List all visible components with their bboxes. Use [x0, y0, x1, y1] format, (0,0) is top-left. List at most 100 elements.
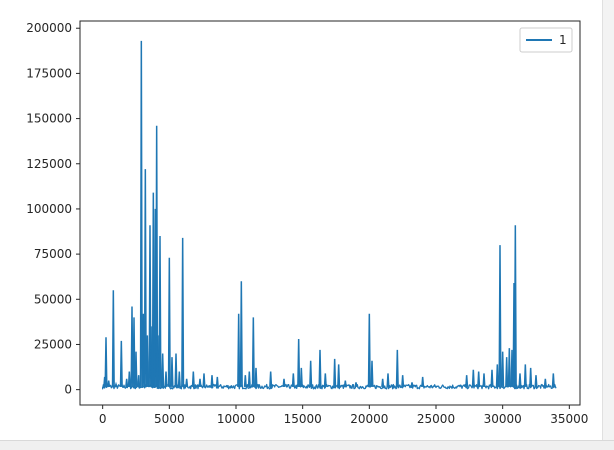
series-spike [507, 348, 511, 387]
series-spike [158, 236, 162, 387]
series-spike [510, 349, 514, 387]
series-spike [202, 373, 206, 387]
series-spike [191, 371, 195, 387]
series-spike [401, 375, 405, 387]
series-spike [247, 371, 251, 387]
series-spike [139, 40, 143, 387]
series-spike [145, 335, 149, 387]
series-spike [104, 337, 108, 387]
series-spike [471, 369, 475, 387]
series-spike [251, 317, 255, 387]
x-axis: 0 5000 10000 15000 20000 25000 30000 35000 [99, 405, 588, 426]
plot-area [80, 21, 580, 405]
y-tick-label: 150000 [26, 112, 72, 126]
plot-frame [79, 20, 581, 406]
series-spike [167, 257, 171, 387]
series-spike [482, 373, 486, 387]
series-layer [102, 40, 557, 390]
series-spike [337, 364, 341, 387]
series-spike [198, 378, 202, 388]
y-tick-label: 0 [64, 383, 72, 397]
window-edge [602, 0, 614, 440]
series-spike [156, 335, 160, 387]
series-spike [318, 349, 322, 387]
series-spike [282, 378, 286, 388]
series-spike [291, 373, 295, 387]
x-tick-label: 35000 [550, 412, 588, 426]
series-spike [381, 378, 385, 388]
y-tick-label: 25000 [34, 337, 72, 351]
series-spike [170, 357, 174, 387]
series-spike [130, 306, 134, 387]
series-spike [465, 375, 469, 387]
series-spike [543, 378, 547, 388]
series-spike [111, 290, 115, 387]
x-tick-label: 5000 [154, 412, 185, 426]
series-spike [161, 353, 165, 387]
series-spike [237, 313, 241, 387]
series-spike [185, 378, 189, 388]
y-tick-label: 175000 [26, 66, 72, 80]
series-spike [137, 375, 141, 387]
series-spike [297, 339, 301, 387]
series-spike [421, 376, 425, 387]
series-spike [299, 367, 303, 387]
series-spike [551, 373, 555, 387]
x-tick-label: 30000 [484, 412, 522, 426]
x-tick-label: 0 [99, 412, 107, 426]
series-spike [215, 376, 219, 387]
series-spike [354, 382, 358, 388]
series-spike [534, 375, 538, 387]
series-spike [518, 373, 522, 387]
series-spike [477, 371, 481, 387]
series-spike [309, 360, 313, 387]
series-spike [501, 351, 505, 387]
series-spike [155, 125, 159, 387]
series-spike [132, 317, 136, 387]
series-spike [395, 349, 399, 387]
series-spike [127, 371, 131, 387]
series-spike [254, 367, 258, 387]
series-spike [367, 313, 371, 387]
series-spike [343, 380, 347, 388]
series-spike [177, 371, 181, 387]
y-tick-label: 50000 [34, 292, 72, 306]
status-strip [0, 440, 614, 450]
series-spike [125, 378, 129, 388]
y-tick-label: 75000 [34, 247, 72, 261]
y-tick-label: 125000 [26, 157, 72, 171]
series-spike [529, 367, 533, 387]
y-axis: 0 25000 50000 75000 100000 125000 150000 175000… [26, 21, 80, 397]
series-spike [164, 371, 168, 387]
x-tick-label: 15000 [284, 412, 322, 426]
legend: 1 [519, 27, 573, 53]
series-spike [505, 357, 509, 387]
y-tick-label: 100000 [26, 202, 72, 216]
series-spike [513, 225, 517, 387]
series-baseline [102, 383, 557, 390]
series-spike [498, 245, 502, 387]
series-spike [323, 373, 327, 387]
series-spike [523, 364, 527, 387]
series-spike [119, 340, 123, 387]
series-spike [174, 353, 178, 387]
series-spike [148, 225, 152, 387]
series-spike [410, 382, 414, 388]
series-spike [114, 381, 118, 388]
series-spike [490, 369, 494, 387]
legend-label: 1 [559, 33, 567, 47]
x-tick-label: 20000 [350, 412, 388, 426]
series-spike [333, 358, 337, 387]
y-tick-label: 200000 [26, 21, 72, 35]
x-tick-label: 10000 [217, 412, 255, 426]
series-spike [107, 380, 111, 388]
x-tick-label: 25000 [417, 412, 455, 426]
series-spike [141, 313, 145, 387]
series-spike [386, 373, 390, 387]
series-spike [370, 360, 374, 387]
series-spike [134, 351, 138, 387]
series-spike [269, 371, 273, 387]
series-spike [239, 281, 243, 387]
series-spike [143, 169, 147, 387]
